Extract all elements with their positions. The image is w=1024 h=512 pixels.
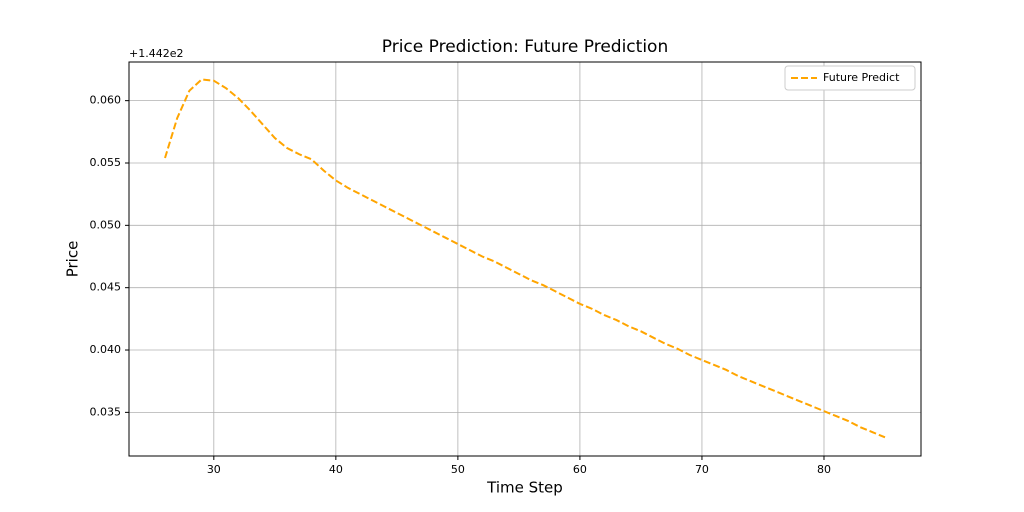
line-series [164,78,886,439]
y-axis-label: Price [64,241,82,278]
x-tick-label: 70 [695,463,709,476]
y-tick-label: 0.045 [90,281,122,294]
legend-box [784,65,916,91]
x-tick-label: 30 [207,463,221,476]
y-tick-label: 0.050 [90,218,122,231]
x-tick-label: 60 [573,463,587,476]
x-tick-label: 80 [817,463,831,476]
legend-label: Future Predict [823,71,900,84]
chart-title: Price Prediction: Future Prediction [382,37,668,57]
y-tick-label: 0.035 [90,405,122,418]
plot-frame [128,61,922,457]
x-tick-label: 40 [329,463,343,476]
y-tick-label: 0.040 [90,343,122,356]
x-tick-label: 50 [451,463,465,476]
x-axis-label: Time Step [486,479,563,497]
y-tick-label: 0.055 [90,156,122,169]
y-tick-label: 0.060 [90,94,122,107]
offset-text: +1.442e2 [129,47,183,60]
